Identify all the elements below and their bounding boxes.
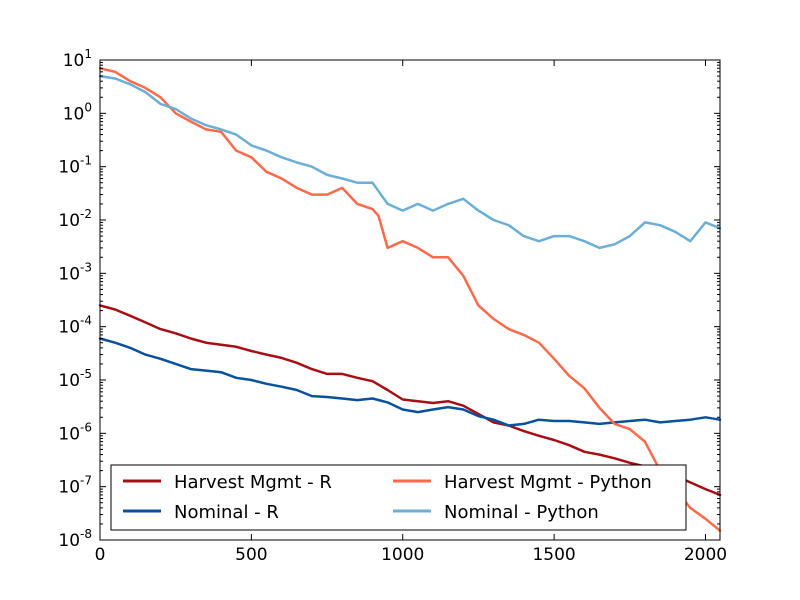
y-tick-exponent: -3 bbox=[80, 260, 92, 274]
x-tick-label: 1500 bbox=[532, 545, 575, 565]
x-tick-label: 2000 bbox=[684, 545, 727, 565]
legend-label: Harvest Mgmt - Python bbox=[444, 472, 652, 493]
series-line-1 bbox=[98, 337, 722, 427]
y-tick-label: 10-1 bbox=[58, 154, 92, 178]
y-tick-base: 10 bbox=[58, 531, 80, 551]
y-tick-label: 10-4 bbox=[58, 314, 92, 338]
y-tick-base: 10 bbox=[58, 318, 80, 338]
series-line-3 bbox=[98, 74, 722, 250]
y-tick-exponent: 1 bbox=[84, 47, 92, 61]
series-line-2 bbox=[98, 67, 722, 532]
y-tick-exponent: -2 bbox=[80, 207, 92, 221]
plot-frame bbox=[99, 59, 721, 541]
series-layer bbox=[98, 67, 722, 532]
x-tick-label: 500 bbox=[235, 545, 267, 565]
y-tick-exponent: -6 bbox=[80, 420, 92, 434]
y-tick-label: 10-2 bbox=[58, 207, 92, 231]
y-tick-label: 10-8 bbox=[58, 527, 92, 551]
y-tick-exponent: -7 bbox=[80, 474, 92, 488]
y-tick-exponent: -5 bbox=[80, 367, 92, 381]
y-tick-base: 10 bbox=[58, 478, 80, 498]
y-tick-label: 10-5 bbox=[58, 367, 92, 391]
legend-label: Harvest Mgmt - R bbox=[174, 472, 332, 493]
y-tick-label: 10-3 bbox=[58, 260, 92, 284]
y-tick-exponent: -4 bbox=[80, 314, 92, 328]
y-tick-base: 10 bbox=[58, 424, 80, 444]
y-tick-exponent: -8 bbox=[80, 527, 92, 541]
y-tick-label: 101 bbox=[63, 47, 92, 71]
y-tick-label: 10-6 bbox=[58, 420, 92, 444]
y-tick-base: 10 bbox=[63, 104, 85, 124]
legend: Harvest Mgmt - R Nominal - R Harvest Mgmt … bbox=[110, 464, 687, 531]
axis-layer: 0 500 1000 1500 200010110010-110-210-310-410… bbox=[58, 47, 727, 565]
series-line-0 bbox=[98, 304, 722, 497]
y-tick-label: 10-7 bbox=[58, 474, 92, 498]
y-tick-base: 10 bbox=[58, 211, 80, 231]
legend-label: Nominal - R bbox=[174, 502, 279, 523]
y-tick-base: 10 bbox=[58, 371, 80, 391]
legend-label: Nominal - Python bbox=[444, 502, 599, 523]
y-tick-base: 10 bbox=[58, 264, 80, 284]
x-tick-label: 0 bbox=[95, 545, 106, 565]
y-tick-label: 100 bbox=[63, 100, 92, 124]
legend-box bbox=[110, 464, 687, 531]
y-tick-exponent: -1 bbox=[80, 154, 92, 168]
y-tick-exponent: 0 bbox=[84, 100, 92, 114]
y-tick-base: 10 bbox=[58, 158, 80, 178]
x-tick-label: 1000 bbox=[381, 545, 424, 565]
y-tick-base: 10 bbox=[63, 51, 85, 71]
